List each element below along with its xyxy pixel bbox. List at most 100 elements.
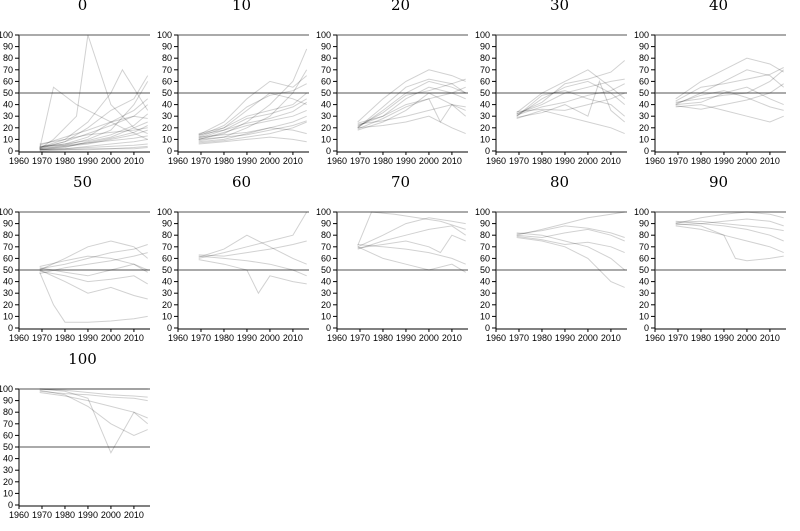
y-tick-label: 50 — [639, 265, 649, 275]
series-line — [39, 389, 148, 436]
y-tick-label: 20 — [480, 300, 490, 310]
series-line — [39, 75, 149, 150]
y-tick-label: 40 — [3, 277, 13, 287]
series-line — [198, 211, 308, 259]
series-line — [675, 223, 784, 262]
x-tick-label: 1990 — [78, 156, 98, 166]
y-tick-label: 100 — [475, 30, 490, 40]
series-line — [516, 228, 625, 242]
y-tick-label: 10 — [162, 311, 172, 321]
series-line — [39, 263, 148, 277]
series-line — [516, 78, 625, 115]
y-tick-label: 70 — [3, 242, 13, 252]
y-tick-label: 10 — [321, 311, 331, 321]
y-tick-label: 10 — [639, 134, 649, 144]
series-line — [39, 272, 148, 323]
x-tick-label: 1980 — [373, 156, 393, 166]
x-tick-label: 1990 — [555, 156, 575, 166]
series-line — [39, 240, 149, 271]
x-tick-label: 1980 — [532, 333, 552, 343]
series-line — [516, 237, 625, 288]
series-line — [39, 147, 148, 152]
y-tick-label: 90 — [3, 219, 13, 229]
y-tick-label: 50 — [3, 442, 13, 452]
y-tick-label: 30 — [162, 111, 172, 121]
x-tick-label: 2010 — [124, 510, 144, 520]
series-line — [39, 115, 148, 146]
y-tick-label: 0 — [485, 146, 490, 156]
x-tick-label: 1980 — [691, 156, 711, 166]
series-line — [198, 121, 307, 144]
x-tick-label: 1980 — [532, 156, 552, 166]
x-tick-label: 1970 — [191, 333, 211, 343]
series-line — [675, 69, 785, 103]
panel-title: 80 — [550, 173, 569, 191]
x-tick-label: 1990 — [396, 156, 416, 166]
x-tick-label: 1960 — [168, 333, 188, 343]
x-tick-label: 1980 — [55, 156, 75, 166]
y-tick-label: 40 — [162, 277, 172, 287]
series-line — [675, 90, 784, 111]
y-tick-label: 100 — [634, 30, 649, 40]
panel-title: 30 — [550, 0, 569, 14]
y-tick-label: 60 — [162, 253, 172, 263]
series-line — [198, 109, 307, 140]
x-tick-label: 2010 — [442, 333, 462, 343]
y-tick-label: 30 — [480, 111, 490, 121]
series-line — [198, 234, 307, 265]
x-tick-label: 1960 — [9, 156, 29, 166]
y-tick-label: 0 — [8, 146, 13, 156]
x-tick-label: 1980 — [55, 510, 75, 520]
y-tick-label: 90 — [321, 42, 331, 52]
series-line — [198, 75, 308, 136]
series-line — [516, 225, 625, 238]
x-tick-label: 2000 — [578, 333, 598, 343]
series-line — [39, 129, 148, 150]
y-tick-label: 40 — [639, 277, 649, 287]
series-line — [516, 79, 626, 123]
y-tick-label: 0 — [8, 500, 13, 510]
series-line — [357, 78, 466, 129]
series-line — [675, 69, 785, 106]
series-line — [198, 120, 307, 140]
x-tick-label: 2010 — [124, 156, 144, 166]
y-tick-label: 50 — [321, 265, 331, 275]
series-line — [39, 145, 148, 151]
y-tick-label: 30 — [480, 288, 490, 298]
series-line — [516, 235, 625, 254]
y-tick-label: 10 — [480, 134, 490, 144]
x-tick-label: 1970 — [509, 156, 529, 166]
x-tick-label: 1960 — [168, 156, 188, 166]
x-tick-label: 1960 — [327, 156, 347, 166]
series-line — [357, 98, 466, 130]
y-tick-label: 90 — [162, 219, 172, 229]
series-line — [516, 69, 626, 114]
y-tick-label: 70 — [3, 65, 13, 75]
y-tick-label: 60 — [162, 76, 172, 86]
series-line — [39, 392, 149, 425]
x-tick-label: 2000 — [260, 333, 280, 343]
series-line — [675, 86, 784, 106]
x-tick-label: 2010 — [283, 333, 303, 343]
y-tick-label: 10 — [480, 311, 490, 321]
x-tick-label: 1970 — [350, 156, 370, 166]
y-tick-label: 20 — [639, 123, 649, 133]
y-tick-label: 10 — [639, 311, 649, 321]
series-line — [357, 115, 466, 135]
series-line — [198, 83, 307, 137]
series-line — [198, 69, 308, 142]
series-line — [516, 109, 625, 135]
y-tick-label: 30 — [321, 111, 331, 121]
series-line — [39, 138, 148, 151]
series-line — [357, 211, 466, 246]
y-tick-label: 90 — [480, 42, 490, 52]
series-line — [516, 232, 626, 271]
x-tick-label: 1960 — [327, 333, 347, 343]
series-line — [39, 143, 148, 151]
series-line — [39, 388, 148, 398]
y-tick-label: 70 — [480, 65, 490, 75]
y-tick-label: 90 — [639, 42, 649, 52]
series-line — [39, 125, 148, 151]
